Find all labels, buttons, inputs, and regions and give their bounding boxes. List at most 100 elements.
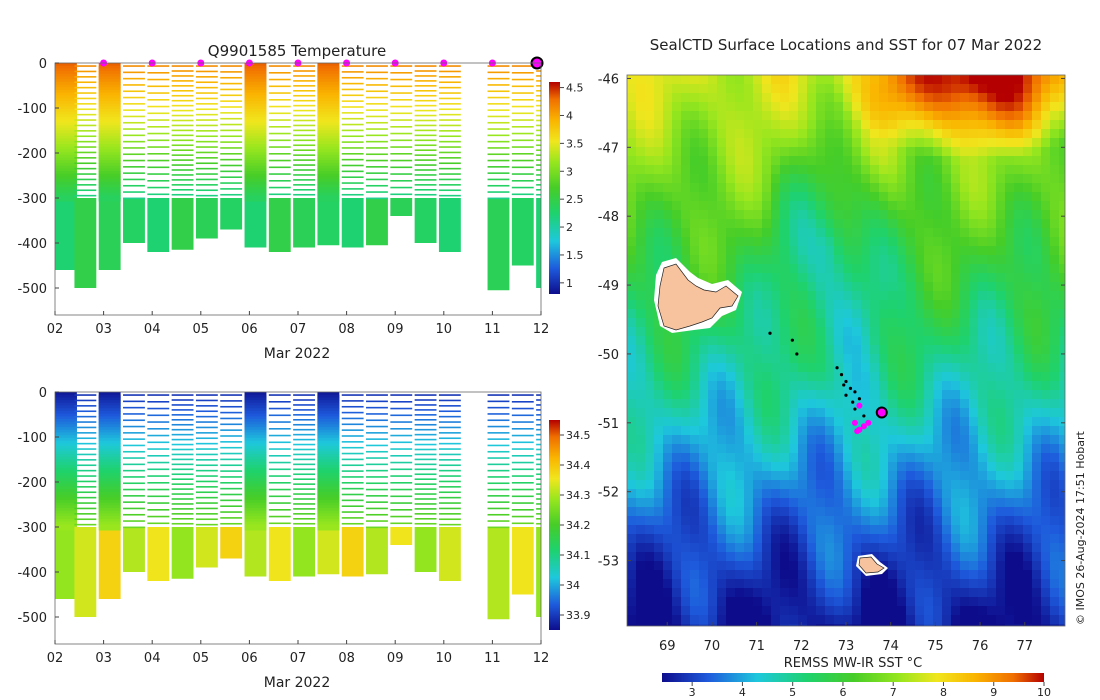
profile-line xyxy=(74,76,97,78)
sst-cell xyxy=(915,381,925,391)
sst-cell xyxy=(879,534,889,544)
profile-line xyxy=(414,522,437,525)
sst-cell xyxy=(744,363,754,373)
sst-cell xyxy=(897,372,907,382)
sst-cell xyxy=(834,111,844,121)
sst-cell xyxy=(816,507,826,517)
sst-cell xyxy=(807,111,817,121)
sst-cell xyxy=(798,363,808,373)
sst-cell xyxy=(843,309,853,319)
sst-cell xyxy=(825,282,835,292)
sst-cell xyxy=(645,237,655,247)
sst-cell xyxy=(924,219,934,229)
sst-cell xyxy=(708,480,718,490)
sst-cell xyxy=(843,615,853,625)
sst-cell xyxy=(807,129,817,139)
profile-line xyxy=(390,119,413,121)
sst-cell xyxy=(690,498,700,508)
sst-cell xyxy=(987,273,997,283)
sst-cell xyxy=(1059,561,1065,571)
profile-line xyxy=(195,437,218,440)
sst-cell xyxy=(789,75,799,85)
sst-cell xyxy=(744,390,754,400)
sst-cell xyxy=(987,210,997,220)
sst-cell xyxy=(726,327,736,337)
sst-cell xyxy=(825,489,835,499)
sst-cell xyxy=(987,381,997,391)
sst-cell xyxy=(951,120,961,130)
sst-cell xyxy=(1023,570,1033,580)
profile-line xyxy=(341,193,364,196)
sst-cell xyxy=(924,426,934,436)
sst-cell xyxy=(771,138,781,148)
sst-cell xyxy=(1050,444,1060,454)
sst-cell xyxy=(843,219,853,229)
profile-line xyxy=(390,401,413,403)
profile-line xyxy=(74,130,97,132)
sst-cell xyxy=(870,84,880,94)
profile-line xyxy=(123,147,145,149)
sst-cell xyxy=(888,345,898,355)
profile-line xyxy=(123,71,145,74)
profile-deep-cell xyxy=(55,198,77,270)
sst-cell xyxy=(636,372,646,382)
sst-cell xyxy=(906,507,916,517)
sst-cell xyxy=(897,327,907,337)
sst-cell xyxy=(1014,237,1024,247)
sst-cell xyxy=(654,363,664,373)
sst-cell xyxy=(798,201,808,211)
profile-line xyxy=(171,433,194,436)
sst-cell xyxy=(645,516,655,526)
sst-cell xyxy=(816,399,826,409)
sst-cell xyxy=(915,165,925,175)
sst-cell xyxy=(672,174,682,184)
profile-line xyxy=(147,509,170,511)
sst-cell xyxy=(771,201,781,211)
sst-cell xyxy=(753,75,763,85)
sst-cell xyxy=(906,606,916,616)
profile-line xyxy=(74,469,97,472)
sst-cell xyxy=(1014,561,1024,571)
sst-cell xyxy=(1059,309,1065,319)
sst-cell xyxy=(708,219,718,229)
sst-cell xyxy=(816,129,826,139)
profile-line xyxy=(147,475,170,477)
sst-cell xyxy=(1059,579,1065,589)
sst-cell xyxy=(1032,111,1042,121)
sst-cell xyxy=(789,219,799,229)
sst-cell xyxy=(699,129,709,139)
sst-cell xyxy=(789,453,799,463)
sst-cell xyxy=(654,435,664,445)
profile-line xyxy=(366,488,388,491)
profile-line xyxy=(341,458,364,461)
sst-cell xyxy=(915,534,925,544)
sst-cell xyxy=(897,228,907,238)
sst-cell xyxy=(924,624,934,626)
profile-line xyxy=(511,85,534,88)
profile-line xyxy=(414,419,437,421)
sst-cell xyxy=(816,192,826,202)
sst-cell xyxy=(924,129,934,139)
profile-line xyxy=(414,179,437,181)
sst-cell xyxy=(879,201,889,211)
sst-cell xyxy=(672,138,682,148)
sst-cell xyxy=(879,516,889,526)
profile-line xyxy=(195,108,218,111)
surface-location xyxy=(854,428,861,435)
sst-cell xyxy=(807,417,817,427)
map-x-axis: 69 70 71 72 73 74 75 76 77 xyxy=(659,622,1033,654)
sst-cell xyxy=(1014,489,1024,499)
sst-cell xyxy=(924,174,934,184)
sst-cell xyxy=(1005,156,1015,166)
sst-cell xyxy=(645,165,655,175)
sst-cell xyxy=(1059,327,1065,337)
sst-cell xyxy=(843,192,853,202)
sst-cell xyxy=(987,147,997,157)
sst-cell xyxy=(1023,102,1033,112)
sst-cell xyxy=(897,246,907,256)
sst-cell xyxy=(906,183,916,193)
sst-cell xyxy=(753,201,763,211)
sst-cell xyxy=(1050,309,1060,319)
sst-cell xyxy=(1014,183,1024,193)
sst-cell xyxy=(672,597,682,607)
